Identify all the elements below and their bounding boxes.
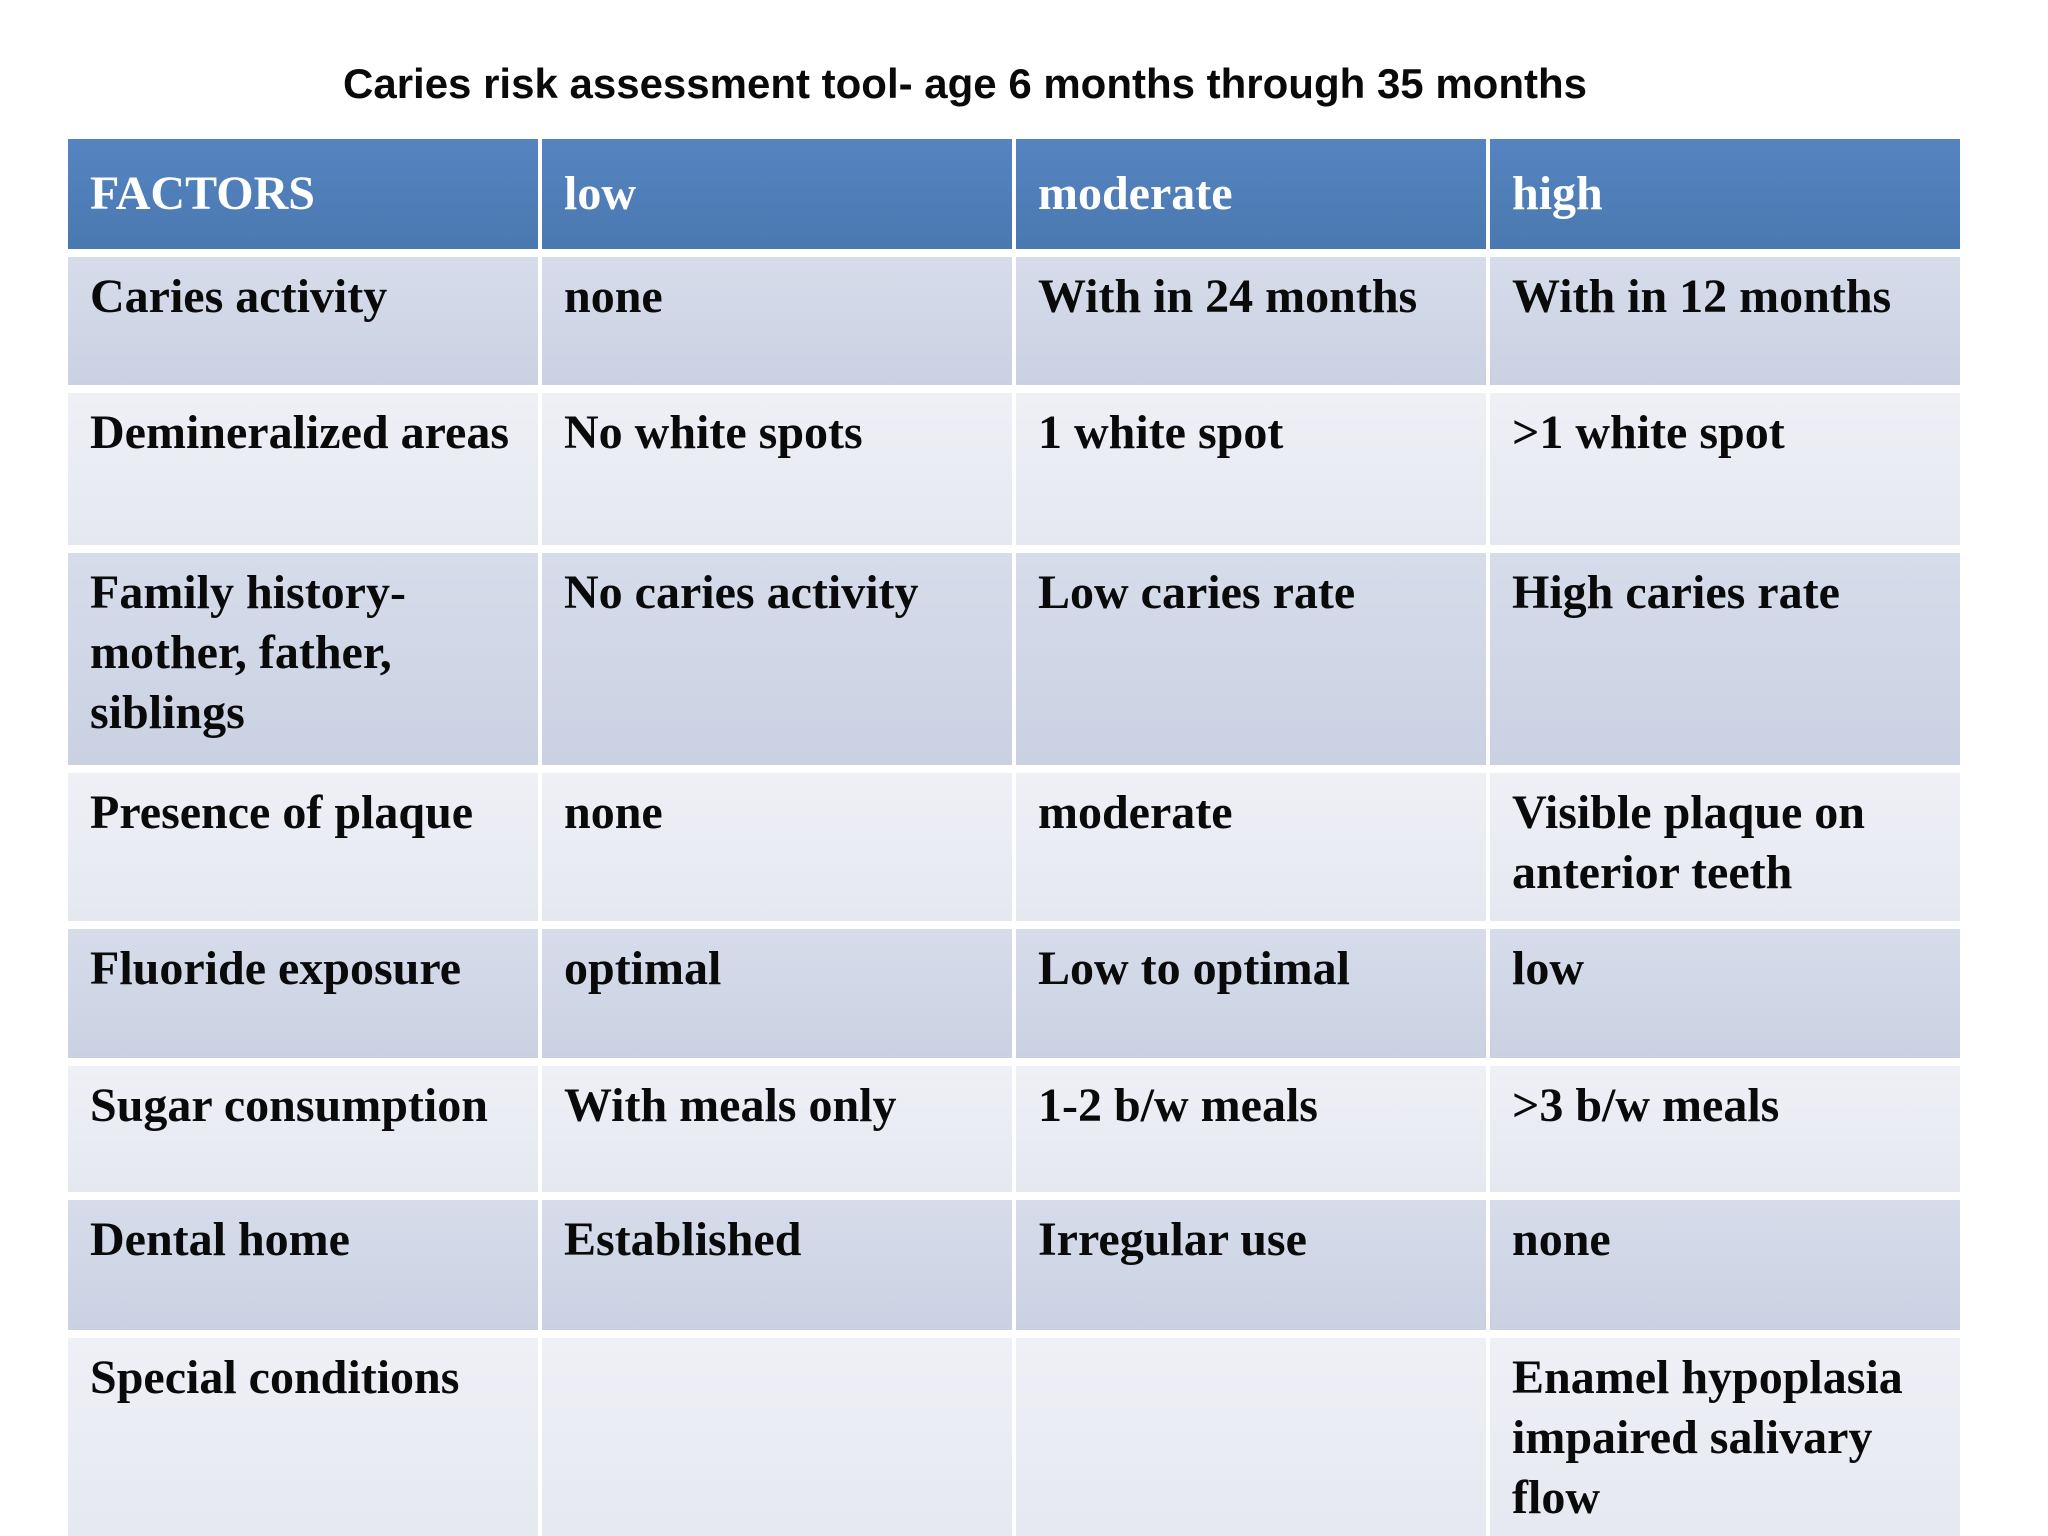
cell-low: optimal — [542, 929, 1012, 1058]
cell-factor: Fluoride exposure — [68, 929, 538, 1058]
cell-low: Established — [542, 1200, 1012, 1330]
cell-high: Visible plaque on anterior teeth — [1490, 773, 1960, 921]
column-header-low: low — [542, 139, 1012, 249]
cell-moderate: Irregular use — [1016, 1200, 1486, 1330]
cell-low: none — [542, 257, 1012, 385]
cell-moderate: With in 24 months — [1016, 257, 1486, 385]
cell-low: No caries activity — [542, 553, 1012, 765]
table-row: Special conditions Enamel hypoplasia imp… — [68, 1338, 1960, 1536]
cell-moderate: Low to optimal — [1016, 929, 1486, 1058]
cell-moderate: 1 white spot — [1016, 393, 1486, 545]
cell-high: low — [1490, 929, 1960, 1058]
table-row: Caries activity none With in 24 months W… — [68, 257, 1960, 385]
cell-high: >3 b/w meals — [1490, 1066, 1960, 1192]
table-row: Fluoride exposure optimal Low to optimal… — [68, 929, 1960, 1058]
cell-factor: Demineralized areas — [68, 393, 538, 545]
cell-low — [542, 1338, 1012, 1536]
table-row: Dental home Established Irregular use no… — [68, 1200, 1960, 1330]
cell-factor: Special conditions — [68, 1338, 538, 1536]
caries-risk-table: FACTORS low moderate high Caries activit… — [64, 131, 1964, 1536]
cell-low: With meals only — [542, 1066, 1012, 1192]
column-header-moderate: moderate — [1016, 139, 1486, 249]
cell-moderate: Low caries rate — [1016, 553, 1486, 765]
cell-factor: Family history- mother, father, siblings — [68, 553, 538, 765]
cell-moderate — [1016, 1338, 1486, 1536]
cell-factor: Sugar consumption — [68, 1066, 538, 1192]
cell-high: >1 white spot — [1490, 393, 1960, 545]
cell-low: none — [542, 773, 1012, 921]
cell-factor: Caries activity — [68, 257, 538, 385]
table-row: Demineralized areas No white spots 1 whi… — [68, 393, 1960, 545]
cell-factor: Presence of plaque — [68, 773, 538, 921]
cell-high: Enamel hypoplasia impaired salivary flow — [1490, 1338, 1960, 1536]
cell-low: No white spots — [542, 393, 1012, 545]
cell-moderate: moderate — [1016, 773, 1486, 921]
cell-high: With in 12 months — [1490, 257, 1960, 385]
table-row: Sugar consumption With meals only 1-2 b/… — [68, 1066, 1960, 1192]
cell-high: none — [1490, 1200, 1960, 1330]
slide-title: Caries risk assessment tool- age 6 month… — [343, 60, 1587, 107]
table-row: Presence of plaque none moderate Visible… — [68, 773, 1960, 921]
header-row: FACTORS low moderate high — [68, 139, 1960, 249]
cell-high: High caries rate — [1490, 553, 1960, 765]
column-header-factors: FACTORS — [68, 139, 538, 249]
column-header-high: high — [1490, 139, 1960, 249]
cell-factor: Dental home — [68, 1200, 538, 1330]
table-row: Family history- mother, father, siblings… — [68, 553, 1960, 765]
cell-moderate: 1-2 b/w meals — [1016, 1066, 1486, 1192]
